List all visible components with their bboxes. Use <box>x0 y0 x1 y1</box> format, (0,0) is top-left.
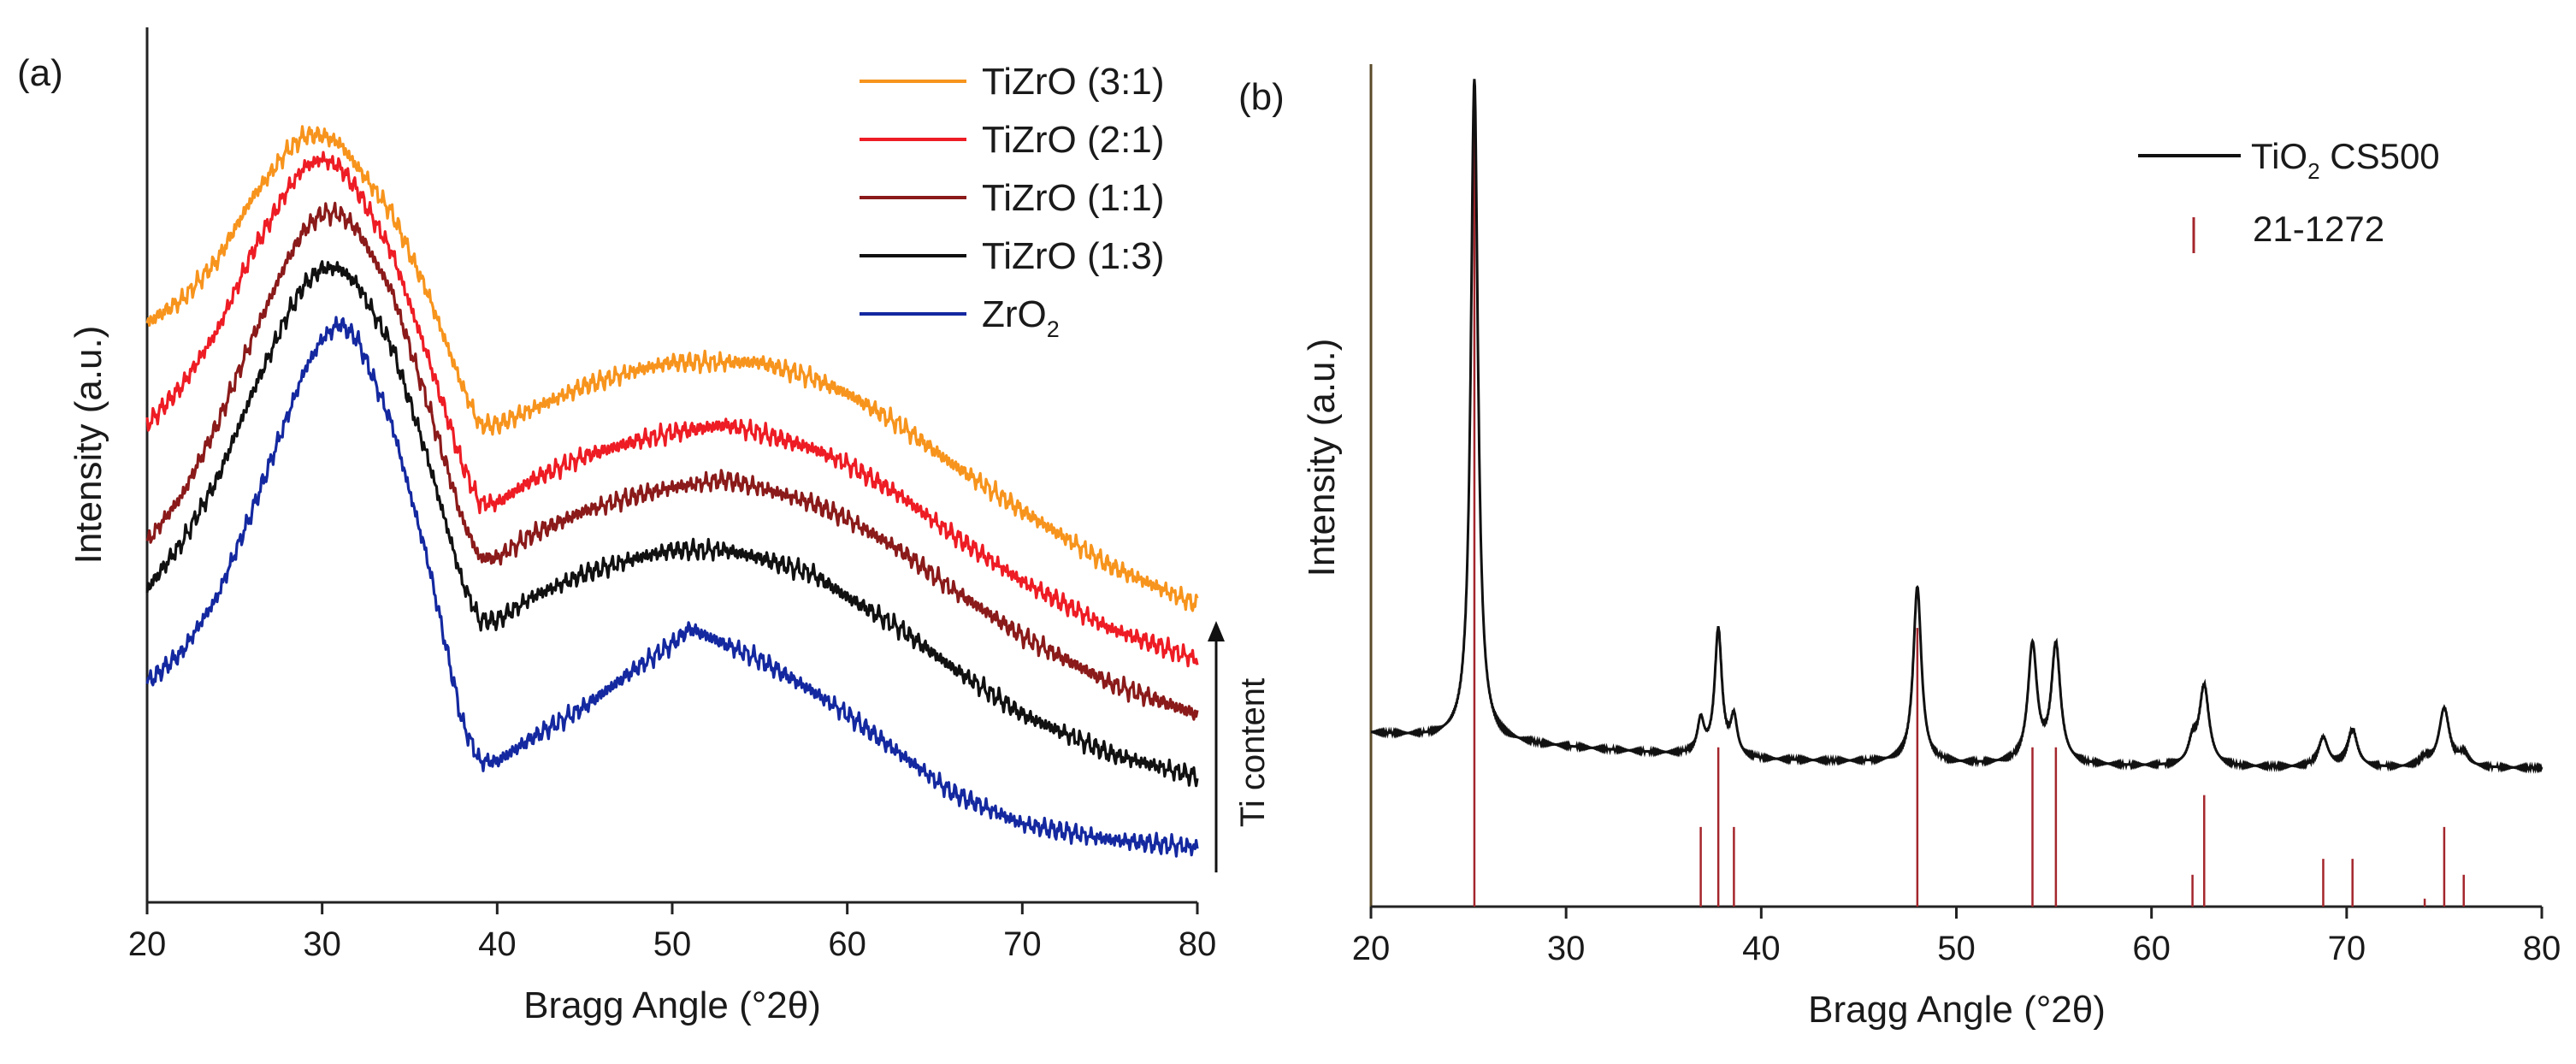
panel-label-a: (a) <box>17 52 63 94</box>
panel-label-b: (b) <box>1238 76 1285 118</box>
x-a-tick-label-20: 20 <box>128 925 167 963</box>
panel-b: (b) 20 30 40 50 60 70 80 Bragg Angle (°2θ) Int… <box>1238 64 2561 1031</box>
legend-label-tizro-3-1-: TiZrO (3:1) <box>982 61 1164 103</box>
x-axis-label-a: Bragg Angle (°2θ) <box>523 984 821 1026</box>
legend-label-21-1272: 21-1272 <box>2253 209 2384 249</box>
legend-label-tizro-1-3-: TiZrO (1:3) <box>982 235 1164 277</box>
legend-label-tizro-1-1-: TiZrO (1:1) <box>982 177 1164 219</box>
x-ticks-a: 20 30 40 50 60 70 80 <box>128 902 1217 963</box>
ti-content-label: Ti content <box>1234 678 1272 827</box>
series-line-tio2-cs500 <box>1371 79 2544 774</box>
y-axis-label-b: Intensity (a.u.) <box>1301 339 1343 577</box>
x-a-tick-label-60: 60 <box>828 925 866 963</box>
series-group-a <box>145 125 1199 858</box>
reference-sticks <box>1473 110 2465 907</box>
y-axis-label-a: Intensity (a.u.) <box>68 326 109 565</box>
x-b-tick-label-50: 50 <box>1937 930 1976 967</box>
x-b-tick-label-40: 40 <box>1742 930 1781 967</box>
x-b-tick-label-70: 70 <box>2328 930 2366 967</box>
x-b-tick-label-30: 30 <box>1547 930 1586 967</box>
x-b-tick-label-80: 80 <box>2523 930 2561 967</box>
legend-label-tizro-2-1-: TiZrO (2:1) <box>982 119 1164 161</box>
x-a-tick-label-80: 80 <box>1179 925 1217 963</box>
series-group-b <box>1371 79 2544 774</box>
series-line-tizro-3-1- <box>145 125 1199 612</box>
ti-content-arrow-head <box>1208 621 1225 641</box>
series-line-zro2 <box>145 316 1199 858</box>
x-b-tick-label-20: 20 <box>1352 930 1391 967</box>
legend-label-tio2-cs500: TiO2 CS500 <box>2251 136 2440 184</box>
panel-a: (a) 20 30 40 50 60 70 80 Bragg Angle (°2θ) Int… <box>17 27 1272 1026</box>
x-a-tick-label-30: 30 <box>303 925 341 963</box>
series-line-tizro-1-1- <box>145 201 1199 721</box>
legend-label-zro2: ZrO2 <box>982 293 1060 342</box>
legend-b: TiO2 CS500 21-1272 <box>2138 136 2440 253</box>
series-line-tizro-2-1- <box>145 151 1199 668</box>
series-line-tizro-1-3- <box>145 260 1199 788</box>
x-a-tick-label-70: 70 <box>1003 925 1042 963</box>
legend-a: TiZrO (3:1) TiZrO (2:1) TiZrO (1:1) TiZrO (… <box>860 61 1164 342</box>
x-b-tick-label-60: 60 <box>2132 930 2171 967</box>
x-a-tick-label-50: 50 <box>653 925 692 963</box>
x-a-tick-label-40: 40 <box>478 925 517 963</box>
x-ticks-b: 20 30 40 50 60 70 80 <box>1352 907 2561 967</box>
x-axis-label-b: Bragg Angle (°2θ) <box>1808 989 2106 1031</box>
